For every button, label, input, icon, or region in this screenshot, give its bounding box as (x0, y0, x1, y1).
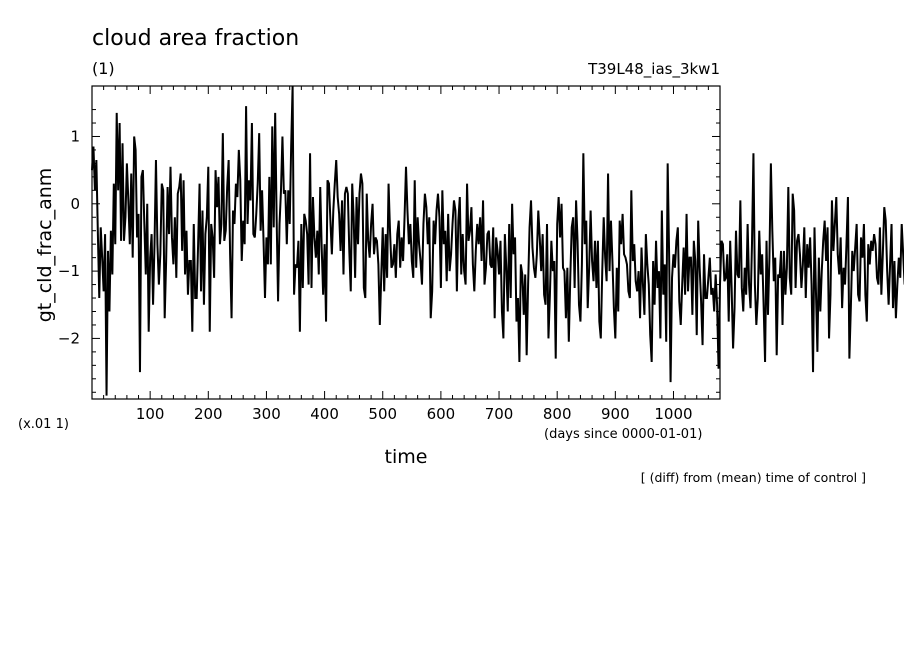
x-tick-label-1000: 1000 (654, 405, 692, 423)
x-tick-label-400: 400 (310, 405, 339, 423)
y-axis-label: gt_cld_frac_anm (34, 168, 56, 323)
x-tick-label-500: 500 (368, 405, 397, 423)
series-line-0 (91, 85, 904, 396)
x-units-label: (days since 0000-01-01) (544, 427, 702, 442)
y-tick-label-3: −2 (58, 329, 80, 347)
x-tick-label-300: 300 (252, 405, 281, 423)
x-tick-label-200: 200 (194, 405, 223, 423)
y-scale-note: (x.01 1) (18, 417, 69, 432)
chart-subtitle: (1) (92, 59, 115, 78)
x-tick-label-100: 100 (136, 405, 165, 423)
footnote: [ (diff) from (mean) time of control ] (641, 470, 866, 485)
chart-title: cloud area fraction (92, 26, 299, 51)
x-tick-label-800: 800 (543, 405, 572, 423)
x-axis-label: time (385, 446, 428, 468)
x-tick-label-600: 600 (427, 405, 456, 423)
y-tick-label-2: −1 (58, 262, 80, 280)
run-label: T39L48_ias_3kw1 (587, 60, 720, 79)
y-tick-label-1: 0 (70, 195, 80, 213)
plot-area: 100 200 300 400 500 600 700 800 900 1000 1 0 −1 −2 (58, 85, 904, 423)
y-tick-label-0: 1 (70, 127, 80, 145)
x-tick-label-700: 700 (485, 405, 514, 423)
x-tick-label-900: 900 (601, 405, 630, 423)
